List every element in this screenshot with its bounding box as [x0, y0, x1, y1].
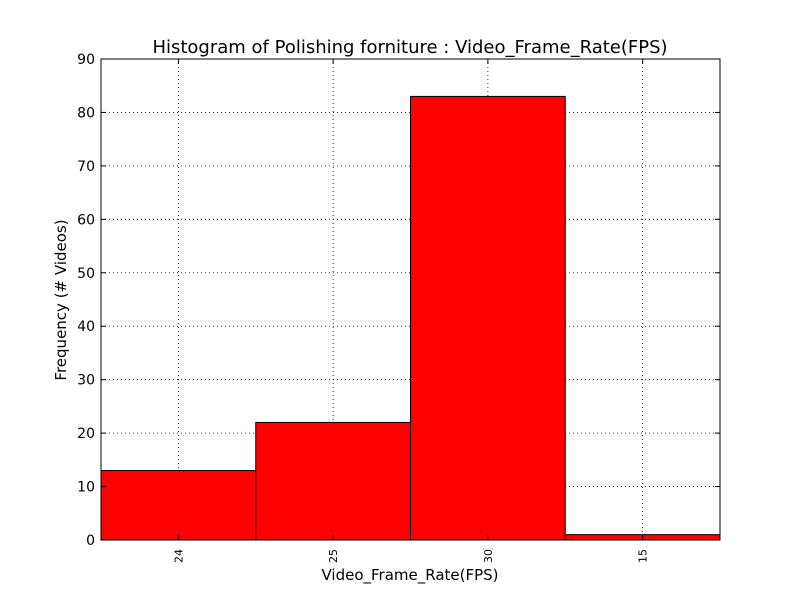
bar-24	[100, 470, 257, 541]
x-tick-label: 15	[637, 549, 650, 563]
y-tick-label: 60	[77, 212, 95, 228]
y-tick-label: 50	[77, 266, 95, 282]
y-tick-label: 80	[77, 105, 95, 121]
chart-title: Histogram of Polishing forniture : Video…	[152, 37, 667, 58]
x-tick-label: 24	[172, 549, 185, 563]
ticks-layer: 0 10 20 30 40 50 60 70 80 90 24 25 30 15	[77, 52, 720, 563]
y-tick-label: 10	[77, 480, 95, 496]
x-tick-label: 30	[482, 549, 495, 563]
plot-frame	[100, 58, 721, 541]
y-axis-label: Frequency (# Videos)	[52, 219, 70, 380]
y-tick-label: 90	[77, 52, 95, 68]
y-tick-label: 40	[77, 319, 95, 335]
bars-layer	[100, 95, 721, 541]
y-tick-label: 30	[77, 373, 95, 389]
y-tick-label: 0	[86, 533, 95, 549]
x-tick-label: 25	[327, 549, 340, 563]
y-tick-label: 20	[77, 426, 95, 442]
y-tick-label: 70	[77, 159, 95, 175]
bar-30	[410, 95, 566, 541]
x-axis-label: Video_Frame_Rate(FPS)	[321, 566, 498, 585]
bar-25	[255, 421, 411, 541]
